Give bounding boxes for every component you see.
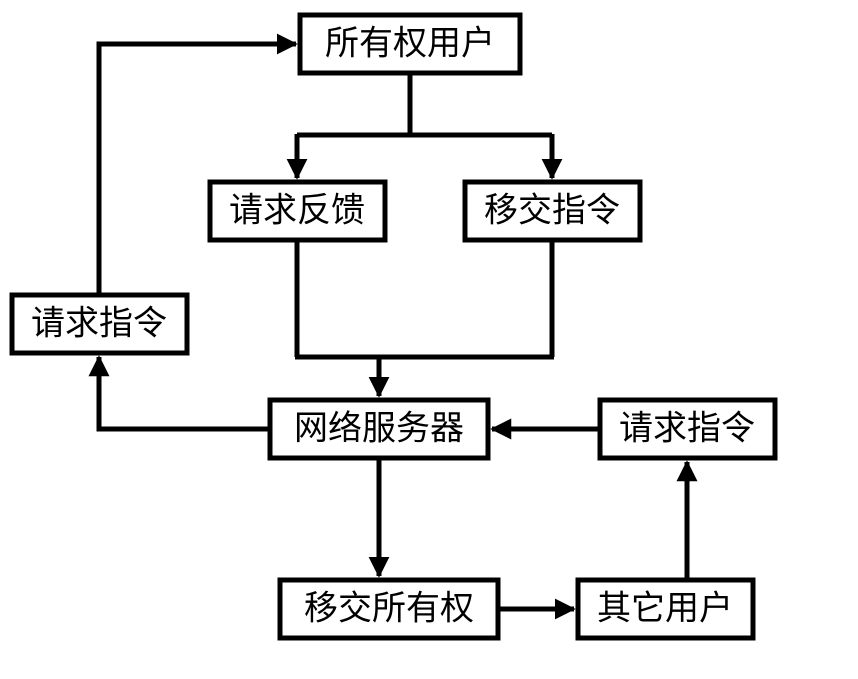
node-net-server-label: 网络服务器 [294, 410, 464, 448]
node-handover-cmd: 移交指令 [465, 182, 640, 240]
node-handover-own-label: 移交所有权 [304, 590, 474, 628]
node-other-user: 其它用户 [578, 580, 753, 638]
edge-req-cmd-left-to-owner [99, 44, 296, 295]
node-req-feedback-label: 请求反馈 [229, 192, 365, 230]
node-owner-user: 所有权用户 [300, 15, 520, 73]
node-req-cmd-left-label: 请求指令 [31, 305, 167, 343]
edge-owner-to-split [297, 73, 552, 178]
node-req-cmd-right: 请求指令 [600, 400, 775, 458]
edge-server-to-req-cmd-left [99, 357, 270, 429]
node-handover-own: 移交所有权 [280, 580, 498, 638]
node-req-cmd-left: 请求指令 [12, 295, 187, 353]
node-other-user-label: 其它用户 [597, 590, 733, 628]
node-net-server: 网络服务器 [270, 400, 488, 458]
node-req-cmd-right-label: 请求指令 [619, 410, 755, 448]
node-req-feedback: 请求反馈 [210, 182, 385, 240]
flowchart-canvas: 所有权用户 请求反馈 移交指令 请求指令 网络服务器 请求指令 移交所有权 其它… [0, 0, 858, 679]
edge-feedback-and-handover-to-server [295, 240, 554, 396]
node-owner-user-label: 所有权用户 [325, 25, 495, 63]
node-handover-cmd-label: 移交指令 [484, 192, 620, 230]
